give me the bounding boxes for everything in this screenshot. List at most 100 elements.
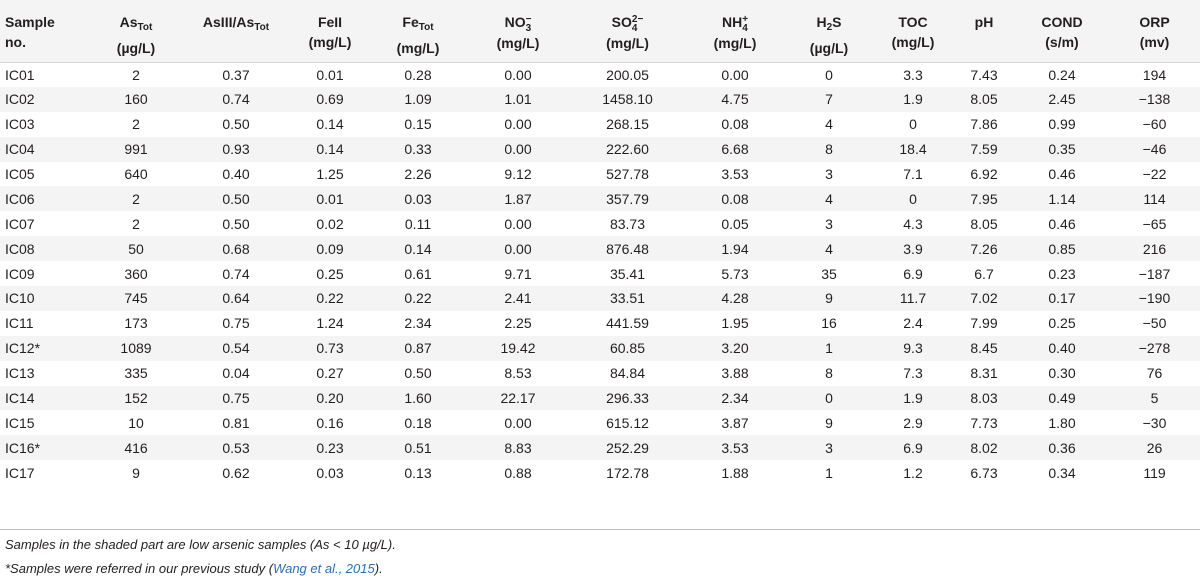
table-cell: 0.75	[222, 390, 250, 407]
table-cell: 0.50	[404, 365, 432, 382]
table-cell: 640	[124, 166, 148, 182]
sample-id-cell: IC06	[5, 190, 35, 207]
table-row: IC10 745 0.64 0.22 0.22 2.41 33.51 4.28 9 11.7 7.0…	[0, 286, 1200, 311]
table-cell: 0.00	[504, 414, 532, 431]
table-cell: 1	[825, 464, 833, 481]
table-cell: 4.75	[721, 91, 749, 108]
table-cell: 0.14	[316, 141, 344, 158]
column-header-subscript: 3	[525, 23, 532, 34]
table-cell: 1.87	[504, 190, 532, 207]
column-header-label-tail: S	[832, 14, 842, 30]
table-cell: 18.4	[899, 141, 927, 158]
table-cell: 0.25	[316, 265, 344, 282]
table-cell: 0.49	[1048, 390, 1076, 407]
column-header-title: SO 2− 4	[576, 12, 679, 34]
table-cell: 0.03	[316, 464, 344, 481]
table-cell: 0.14	[316, 116, 344, 133]
table-cell: 0.20	[316, 390, 344, 407]
footnote-previous-study: *Samples were referred in our previous s…	[5, 561, 383, 576]
table-cell: 35	[821, 265, 837, 282]
table-cell: 19.42	[500, 340, 536, 357]
table-cell: 0.50	[222, 190, 250, 207]
table-cell: 1.24	[316, 315, 344, 332]
table-cell: 0.02	[316, 215, 344, 232]
column-header-unit: no.	[5, 34, 26, 50]
table-cell: 3.88	[721, 365, 749, 382]
table-cell: 0.24	[1048, 66, 1076, 83]
header-row: Sample no. AsTot (µg/L) AsIII/AsTot FeII (mg/L…	[0, 0, 1200, 63]
table-cell: 0.22	[404, 290, 432, 307]
sample-id-cell: IC11	[5, 315, 34, 332]
table-row: IC07 2 0.50 0.02 0.11 0.00 83.73 0.05 3 4.3 8.05 0.…	[0, 211, 1200, 236]
citation-link[interactable]: Wang et al., 2015	[273, 561, 375, 576]
table-cell: 745	[124, 290, 148, 307]
table-cell: 8.05	[970, 215, 998, 232]
column-header-superscript: +	[742, 14, 749, 25]
table-cell: −50	[1142, 315, 1167, 332]
table-cell: 0.15	[404, 116, 432, 133]
table-cell: 0.75	[222, 315, 250, 332]
column-header: H2S (µg/L)	[785, 0, 873, 63]
table-cell: 0.61	[404, 265, 432, 282]
column-header-label: FeII	[317, 14, 343, 30]
table-cell: 3.20	[721, 340, 749, 357]
table-cell: 0.46	[1048, 215, 1076, 232]
column-header-label: As	[119, 14, 138, 30]
table-row: IC11 173 0.75 1.24 2.34 2.25 441.59 1.95 16 2.4 7.…	[0, 311, 1200, 336]
column-header-subscript: 2	[826, 22, 833, 33]
sample-id-cell: IC12*	[5, 340, 41, 357]
table-cell: 8.45	[970, 340, 998, 357]
column-header-charge: 2− 4	[632, 15, 643, 34]
table-cell: 0.16	[316, 414, 344, 431]
column-header-title: COND	[1021, 12, 1103, 32]
table-cell: 252.29	[606, 439, 649, 456]
table-cell: 3.87	[721, 414, 749, 431]
table-cell: 7.26	[970, 240, 998, 257]
column-header-title: NO −3	[472, 12, 564, 34]
table-cell: 7.3	[903, 365, 923, 382]
table-cell: 7.1	[903, 166, 923, 182]
column-header-label: SO	[611, 14, 632, 30]
table-cell: 2	[132, 116, 140, 133]
table-bottom-rule	[0, 529, 1200, 530]
column-header-label: Sample	[5, 14, 55, 30]
table-cell: 0.01	[316, 66, 344, 83]
table-cell: 6.92	[970, 166, 998, 182]
table-cell: 0	[909, 116, 917, 133]
table-cell: 0.81	[222, 414, 250, 431]
table-cell: 5	[1150, 390, 1159, 407]
table-cell: 876.48	[606, 240, 649, 257]
table-cell: 0.18	[404, 414, 432, 431]
table-cell: 0.50	[222, 215, 250, 232]
table-cell: 0.54	[222, 340, 250, 357]
table-cell: −46	[1142, 141, 1167, 158]
sample-id-cell: IC09	[5, 265, 35, 282]
table-cell: 83.73	[609, 215, 646, 232]
table-cell: 0.00	[504, 141, 532, 158]
sample-id-cell: IC10	[5, 290, 35, 307]
table-cell: 357.79	[606, 190, 649, 207]
table-cell: 10	[128, 414, 144, 431]
column-header: Sample no.	[0, 0, 90, 63]
column-header: ORP (mv)	[1109, 0, 1200, 63]
table-cell: 7.99	[970, 315, 998, 332]
column-header-subscript: Tot	[254, 22, 270, 33]
table-cell: −187	[1138, 265, 1171, 282]
column-header-charge: +4	[742, 14, 749, 34]
table-row: IC04 991 0.93 0.14 0.33 0.00 222.60 6.68 8 18.4 7.…	[0, 136, 1200, 162]
table-cell: 9	[825, 414, 833, 431]
table-cell: 4.28	[721, 290, 749, 307]
column-header-title: TOC	[879, 12, 947, 32]
table-cell: 1.60	[404, 390, 432, 407]
column-header-subscript: 4	[742, 23, 748, 34]
table-cell: 0.40	[1048, 340, 1076, 357]
table-row: IC16* 416 0.53 0.23 0.51 8.83 252.29 3.53 3 6.9 8.…	[0, 435, 1200, 461]
column-header-subscript: Tot	[137, 22, 153, 33]
table-cell: 0.51	[404, 439, 432, 456]
table-cell: 0.69	[316, 91, 344, 108]
table-row: IC13 335 0.04 0.27 0.50 8.53 84.84 3.88 8 7.3 8.31…	[0, 361, 1200, 386]
table-cell: 0.00	[721, 66, 749, 83]
table-cell: 0.33	[404, 141, 432, 158]
table-cell: 1.14	[1048, 190, 1076, 207]
